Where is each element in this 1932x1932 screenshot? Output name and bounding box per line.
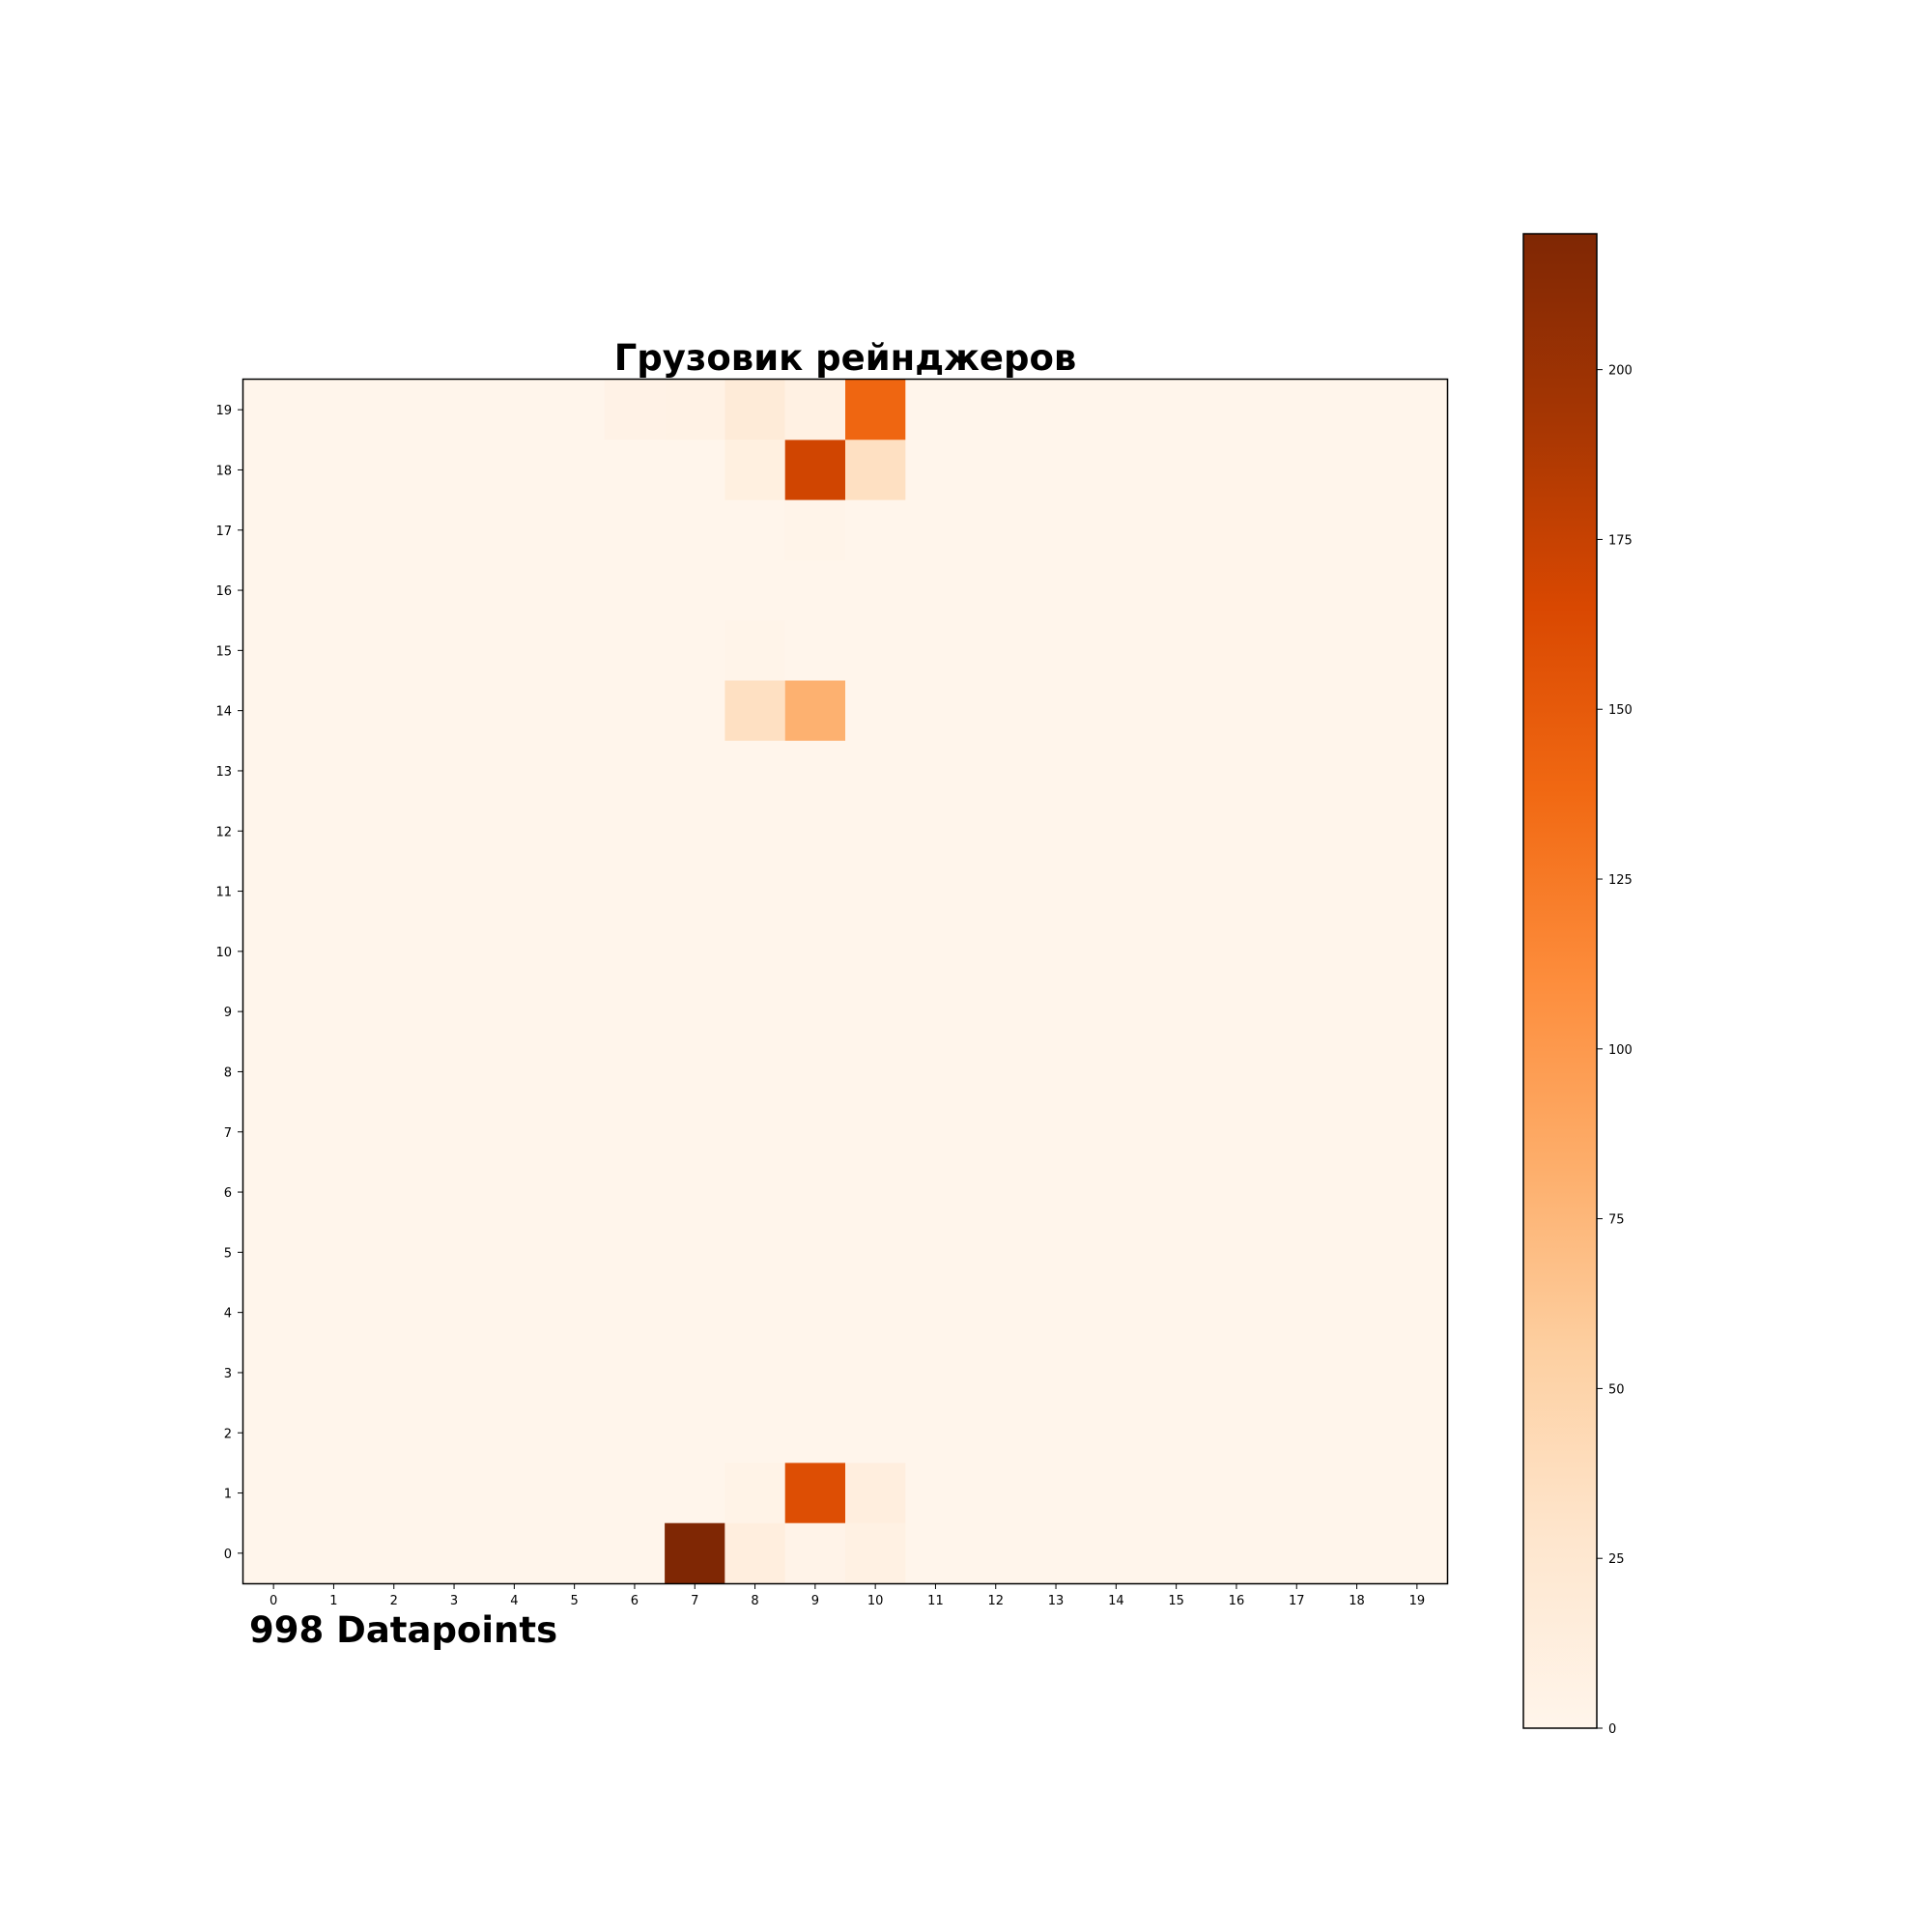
y-tick-label-12: 12 (215, 825, 232, 839)
colorbar-tick-label-175: 175 (1608, 533, 1633, 548)
heatmap-cell-8-18 (724, 440, 785, 500)
heatmap-cell-9-18 (784, 440, 845, 500)
heatmap-cell-8-14 (724, 680, 785, 741)
colorbar-tick-label-125: 125 (1608, 873, 1633, 888)
colorbar-tick-label-100: 100 (1608, 1043, 1633, 1058)
datapoints-count: 998 Datapoints (249, 1609, 557, 1651)
y-tick-label-3: 3 (224, 1367, 232, 1381)
colorbar-gradient (1523, 234, 1597, 1728)
y-tick-label-5: 5 (224, 1246, 232, 1261)
y-tick-label-4: 4 (224, 1307, 232, 1321)
x-tick-label-16: 16 (1229, 1594, 1245, 1608)
heatmap-cell-10-18 (845, 440, 906, 500)
plot-frame (242, 378, 1449, 1585)
x-tick-label-13: 13 (1048, 1594, 1065, 1608)
y-tick-label-18: 18 (215, 464, 232, 478)
y-tick-label-9: 9 (224, 1006, 232, 1020)
x-tick-label-17: 17 (1289, 1594, 1305, 1608)
heatmap-background (243, 380, 1447, 1583)
chart-title: Грузовик рейнджеров (614, 337, 1077, 379)
x-tick-label-2: 2 (390, 1594, 398, 1608)
heatmap-cell-8-19 (724, 380, 785, 440)
y-tick-label-19: 19 (215, 404, 232, 418)
x-tick-label-14: 14 (1108, 1594, 1124, 1608)
heatmap-cell-9-19 (784, 380, 845, 440)
x-tick-label-9: 9 (811, 1594, 819, 1608)
y-tick-label-16: 16 (215, 584, 232, 599)
heatmap-cell-9-14 (784, 680, 845, 741)
y-tick-label-7: 7 (224, 1126, 232, 1141)
heatmap-cell-7-19 (665, 380, 725, 440)
x-tick-label-12: 12 (987, 1594, 1004, 1608)
x-tick-label-0: 0 (270, 1594, 277, 1608)
colorbar-frame (1522, 233, 1598, 1729)
x-tick-label-15: 15 (1168, 1594, 1184, 1608)
colorbar-ticks: 0 25 50 75 100 125 150 175 200 (1597, 364, 1633, 1737)
y-tick-label-2: 2 (224, 1427, 232, 1441)
colorbar-tick-label-50: 50 (1608, 1382, 1625, 1397)
y-tick-label-14: 14 (215, 705, 232, 720)
x-tick-label-1: 1 (329, 1594, 337, 1608)
x-tick-label-10: 10 (867, 1594, 884, 1608)
x-tick-label-11: 11 (927, 1594, 944, 1608)
heatmap-cell-8-0 (724, 1522, 785, 1583)
heatmap-cell-10-1 (845, 1463, 906, 1523)
colorbar-tick-label-150: 150 (1608, 703, 1633, 718)
y-tick-label-6: 6 (224, 1186, 232, 1201)
x-tick-label-6: 6 (631, 1594, 639, 1608)
x-tick-label-3: 3 (450, 1594, 458, 1608)
y-tick-label-10: 10 (215, 946, 232, 960)
y-tick-label-17: 17 (215, 525, 232, 539)
heatmap-cell-6-19 (604, 380, 666, 440)
colorbar-tick-label-200: 200 (1608, 364, 1633, 379)
x-tick-label-19: 19 (1409, 1594, 1426, 1608)
heatmap-cell-9-0 (784, 1522, 845, 1583)
y-tick-label-15: 15 (215, 644, 232, 659)
plot-area (243, 380, 1447, 1583)
heatmap-cell-9-17 (784, 499, 845, 560)
heatmap-cell-8-15 (724, 620, 785, 681)
x-tick-label-5: 5 (571, 1594, 579, 1608)
heatmap-cell-10-0 (845, 1522, 906, 1583)
x-tick-label-18: 18 (1349, 1594, 1365, 1608)
y-tick-label-0: 0 (224, 1548, 232, 1562)
y-tick-label-1: 1 (224, 1488, 232, 1502)
colorbar-tick-label-0: 0 (1608, 1722, 1616, 1737)
x-tick-label-4: 4 (510, 1594, 518, 1608)
colorbar-tick-label-25: 25 (1608, 1552, 1625, 1567)
y-tick-label-13: 13 (215, 765, 232, 780)
heatmap-cell-10-19 (845, 380, 906, 440)
colorbar-tick-label-75: 75 (1608, 1213, 1625, 1228)
colorbar: 0 25 50 75 100 125 150 175 200 (1522, 233, 1633, 1737)
y-tick-label-8: 8 (224, 1065, 232, 1080)
heatmap-cell-9-1 (784, 1463, 845, 1523)
heatmap-cell-7-0 (665, 1522, 725, 1583)
y-tick-label-11: 11 (215, 886, 232, 900)
x-axis: 0 1 2 3 4 5 6 7 8 9 10 11 12 13 14 15 16 17 18 19 (270, 1583, 1425, 1608)
x-tick-label-7: 7 (691, 1594, 698, 1608)
x-tick-label-8: 8 (751, 1594, 758, 1608)
heatmap-cell-8-1 (724, 1463, 785, 1523)
